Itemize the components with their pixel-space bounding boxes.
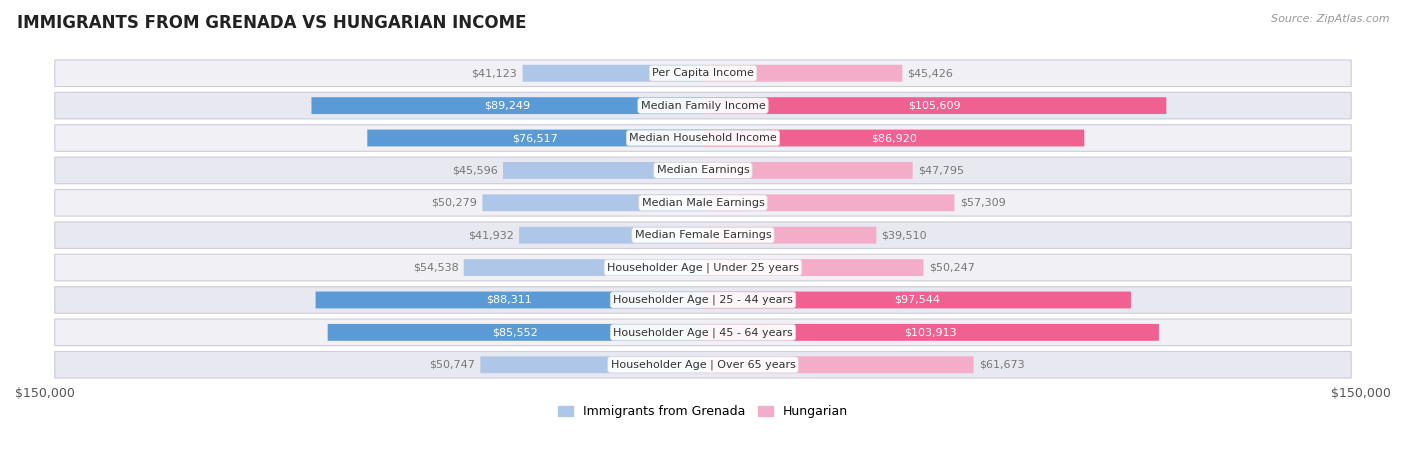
FancyBboxPatch shape <box>55 255 1351 281</box>
Text: $54,538: $54,538 <box>413 262 458 273</box>
Text: Householder Age | 45 - 64 years: Householder Age | 45 - 64 years <box>613 327 793 338</box>
FancyBboxPatch shape <box>703 259 924 276</box>
FancyBboxPatch shape <box>703 227 876 244</box>
Text: Source: ZipAtlas.com: Source: ZipAtlas.com <box>1271 14 1389 24</box>
FancyBboxPatch shape <box>703 356 973 373</box>
Text: $50,247: $50,247 <box>929 262 974 273</box>
FancyBboxPatch shape <box>55 125 1351 151</box>
Text: Median Family Income: Median Family Income <box>641 100 765 111</box>
FancyBboxPatch shape <box>55 190 1351 216</box>
Text: $39,510: $39,510 <box>882 230 927 240</box>
Text: $105,609: $105,609 <box>908 100 960 111</box>
FancyBboxPatch shape <box>55 352 1351 378</box>
FancyBboxPatch shape <box>482 194 703 211</box>
Text: Median Female Earnings: Median Female Earnings <box>634 230 772 240</box>
Text: $50,747: $50,747 <box>429 360 475 370</box>
FancyBboxPatch shape <box>703 291 1130 308</box>
Text: $89,249: $89,249 <box>484 100 530 111</box>
Text: $76,517: $76,517 <box>512 133 558 143</box>
Text: $41,932: $41,932 <box>468 230 513 240</box>
FancyBboxPatch shape <box>703 194 955 211</box>
FancyBboxPatch shape <box>55 157 1351 184</box>
Text: Householder Age | Under 25 years: Householder Age | Under 25 years <box>607 262 799 273</box>
FancyBboxPatch shape <box>328 324 703 341</box>
Text: $50,279: $50,279 <box>432 198 477 208</box>
Text: $57,309: $57,309 <box>960 198 1005 208</box>
FancyBboxPatch shape <box>523 65 703 82</box>
Text: $88,311: $88,311 <box>486 295 531 305</box>
FancyBboxPatch shape <box>464 259 703 276</box>
Text: $61,673: $61,673 <box>979 360 1025 370</box>
FancyBboxPatch shape <box>703 65 903 82</box>
Text: $97,544: $97,544 <box>894 295 941 305</box>
Text: $47,795: $47,795 <box>918 165 965 176</box>
Text: Per Capita Income: Per Capita Income <box>652 68 754 78</box>
Text: $86,920: $86,920 <box>870 133 917 143</box>
Text: IMMIGRANTS FROM GRENADA VS HUNGARIAN INCOME: IMMIGRANTS FROM GRENADA VS HUNGARIAN INC… <box>17 14 526 32</box>
FancyBboxPatch shape <box>55 92 1351 119</box>
FancyBboxPatch shape <box>703 97 1167 114</box>
Text: $41,123: $41,123 <box>471 68 517 78</box>
FancyBboxPatch shape <box>703 129 1084 147</box>
Text: $85,552: $85,552 <box>492 327 538 337</box>
FancyBboxPatch shape <box>481 356 703 373</box>
FancyBboxPatch shape <box>519 227 703 244</box>
Text: Householder Age | 25 - 44 years: Householder Age | 25 - 44 years <box>613 295 793 305</box>
Text: Median Male Earnings: Median Male Earnings <box>641 198 765 208</box>
FancyBboxPatch shape <box>503 162 703 179</box>
Text: $45,426: $45,426 <box>907 68 953 78</box>
Text: Median Household Income: Median Household Income <box>628 133 778 143</box>
FancyBboxPatch shape <box>55 287 1351 313</box>
Text: Median Earnings: Median Earnings <box>657 165 749 176</box>
FancyBboxPatch shape <box>703 324 1159 341</box>
FancyBboxPatch shape <box>367 129 703 147</box>
Text: $45,596: $45,596 <box>451 165 498 176</box>
FancyBboxPatch shape <box>55 60 1351 86</box>
FancyBboxPatch shape <box>55 319 1351 346</box>
FancyBboxPatch shape <box>315 291 703 308</box>
FancyBboxPatch shape <box>312 97 703 114</box>
Text: $103,913: $103,913 <box>904 327 957 337</box>
Legend: Immigrants from Grenada, Hungarian: Immigrants from Grenada, Hungarian <box>553 400 853 423</box>
FancyBboxPatch shape <box>55 222 1351 248</box>
FancyBboxPatch shape <box>703 162 912 179</box>
Text: Householder Age | Over 65 years: Householder Age | Over 65 years <box>610 360 796 370</box>
